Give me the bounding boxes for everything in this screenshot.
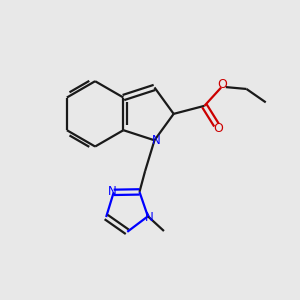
Text: N: N <box>108 185 117 198</box>
Text: N: N <box>152 134 160 147</box>
Text: O: O <box>213 122 223 135</box>
Text: N: N <box>145 211 154 224</box>
Text: O: O <box>218 79 227 92</box>
